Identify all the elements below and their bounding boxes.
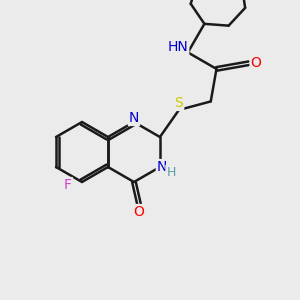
Text: HN: HN xyxy=(167,40,188,54)
Text: N: N xyxy=(129,111,139,125)
Text: H: H xyxy=(166,166,176,178)
Text: O: O xyxy=(250,56,261,70)
Text: N: N xyxy=(157,160,167,174)
Text: O: O xyxy=(134,205,144,219)
Text: F: F xyxy=(64,178,72,192)
Text: S: S xyxy=(175,96,183,110)
